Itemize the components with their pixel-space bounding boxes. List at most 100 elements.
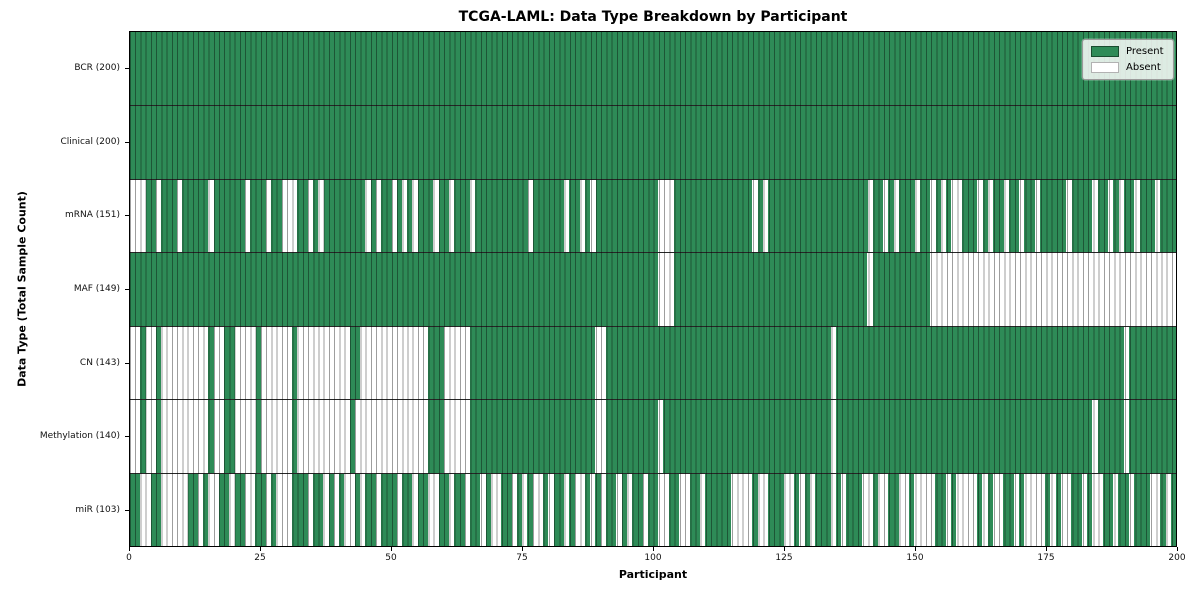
cells-present-run: [150, 473, 162, 546]
cells-absent-run: [600, 473, 606, 546]
cells-present-run: [428, 400, 444, 473]
cells-absent-run: [208, 473, 219, 546]
cells-present-run: [585, 179, 591, 253]
cells-absent-run: [992, 473, 1004, 546]
cells-absent-run: [1060, 473, 1072, 546]
cells-present-run: [1113, 179, 1119, 253]
cells-present-run: [485, 473, 491, 546]
cells-absent-run: [156, 179, 162, 253]
cells-absent-run: [1149, 473, 1161, 546]
cells-absent-run: [234, 326, 256, 400]
cells-absent-run: [893, 179, 899, 253]
cells-present-run: [1128, 400, 1176, 473]
cells-present-run: [689, 473, 701, 546]
cells-present-run: [768, 473, 784, 546]
cells-absent-run: [1108, 179, 1114, 253]
cells-present-run: [1139, 179, 1156, 253]
cells-present-run: [1097, 400, 1124, 473]
cells-absent-run: [229, 473, 235, 546]
cells-absent-run: [140, 473, 151, 546]
cells-absent-run: [522, 473, 528, 546]
cells-present-run: [501, 473, 512, 546]
cells-absent-run: [449, 179, 455, 253]
cells-absent-run: [297, 326, 350, 400]
cells-present-run: [872, 473, 878, 546]
cells-present-run: [1087, 473, 1093, 546]
cells-present-run: [605, 326, 831, 400]
cells-present-run: [1170, 473, 1176, 546]
cells-absent-run: [809, 473, 816, 546]
cells-absent-run: [564, 473, 570, 546]
cells-present-run: [909, 473, 915, 546]
cells-present-run: [527, 473, 533, 546]
cells-absent-run: [234, 400, 256, 473]
cells-present-run: [605, 400, 659, 473]
cells-absent-run: [731, 473, 753, 546]
cells-absent-run: [579, 179, 586, 253]
cells-absent-run: [799, 473, 805, 546]
cells-present-run: [469, 326, 596, 400]
cells-absent-run: [877, 473, 889, 546]
cells-absent-run: [930, 179, 936, 253]
cells-absent-run: [412, 473, 418, 546]
cells-present-run: [1019, 473, 1025, 546]
cells-present-run: [271, 473, 277, 546]
cells-present-run: [292, 326, 298, 400]
cells-absent-run: [945, 473, 952, 546]
cells-absent-run: [443, 326, 470, 400]
cells-present-run: [1128, 326, 1176, 400]
cells-present-run: [836, 473, 842, 546]
cells-present-run: [632, 473, 643, 546]
cells-present-run: [218, 473, 230, 546]
cells-present-run: [130, 473, 141, 546]
cells-absent-run: [977, 179, 983, 253]
cells-present-run: [224, 400, 235, 473]
cells-absent-run: [375, 473, 382, 546]
x-tick-mark: [653, 547, 654, 551]
cells-absent-run: [1128, 473, 1135, 546]
y-tick-mark: [125, 141, 129, 143]
cells-absent-run: [527, 179, 533, 253]
cells-absent-run: [130, 326, 141, 400]
cells-present-run: [768, 179, 868, 253]
cells-absent-run: [1155, 179, 1161, 253]
cells-absent-run: [130, 400, 141, 473]
cells-present-run: [381, 179, 392, 253]
cells-present-run: [846, 473, 863, 546]
cells-present-run: [469, 400, 596, 473]
cells-present-run: [438, 179, 450, 253]
cells-absent-run: [762, 179, 769, 253]
cells-absent-run: [281, 179, 298, 253]
cells-absent-run: [213, 400, 225, 473]
cells-present-run: [187, 473, 198, 546]
cells-present-run: [1003, 473, 1014, 546]
legend-label-present: Present: [1126, 46, 1164, 57]
cells-absent-run: [1066, 179, 1072, 253]
cells-absent-run: [658, 400, 664, 473]
cells-absent-run: [1024, 473, 1046, 546]
cells-present-run: [323, 179, 366, 253]
cells-absent-run: [679, 473, 690, 546]
cells-present-run: [454, 473, 465, 546]
y-tick-label-mrna: mRNA (151): [65, 210, 120, 221]
cells-present-run: [428, 326, 444, 400]
cells-absent-run: [333, 473, 340, 546]
cells-present-run: [543, 473, 549, 546]
cells-present-run: [532, 179, 565, 253]
cells-present-run: [888, 473, 899, 546]
cells-present-run: [365, 473, 376, 546]
cells-present-run: [595, 473, 601, 546]
cells-present-run: [297, 179, 308, 253]
cells-present-run: [349, 326, 361, 400]
cells-absent-run: [323, 473, 329, 546]
cells-absent-run: [490, 473, 502, 546]
legend: Present Absent: [1082, 39, 1174, 80]
cells-present-run: [140, 400, 146, 473]
y-tick-mark: [125, 436, 129, 438]
x-tick-label-0: 0: [126, 553, 132, 563]
absent-swatch-icon: [1091, 62, 1119, 73]
cells-absent-run: [260, 326, 293, 400]
cells-present-run: [1160, 179, 1177, 253]
cells-absent-run: [590, 179, 596, 253]
heatmap-row-maf: [130, 252, 1177, 326]
